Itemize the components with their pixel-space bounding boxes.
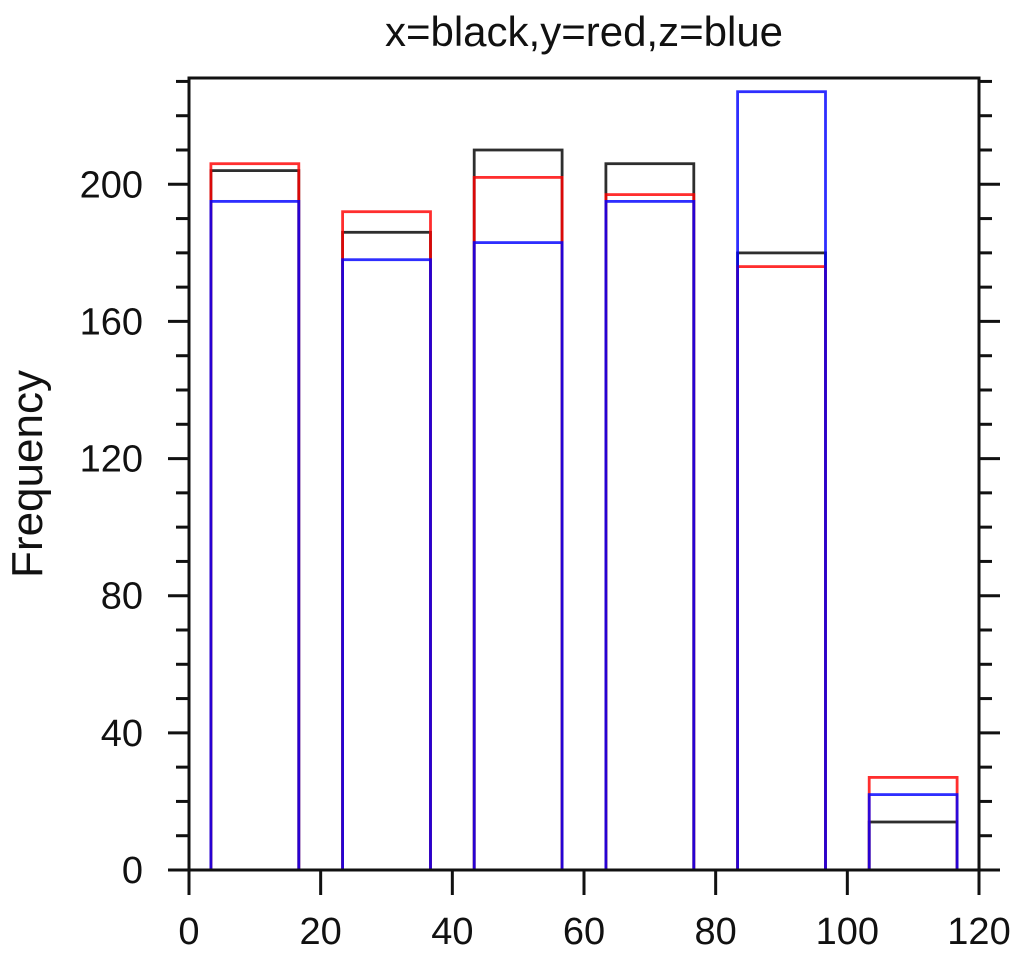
- bar-outline-x: [341, 230, 432, 872]
- plot-frame: [187, 76, 981, 872]
- bar-outline-y: [604, 193, 696, 872]
- y-tick-label: 120: [80, 439, 143, 481]
- bar-outline-z: [736, 90, 827, 872]
- y-axis-label: Frequency: [3, 370, 52, 578]
- bar-outline-z: [209, 199, 301, 872]
- y-tick-label: 200: [80, 164, 143, 206]
- bar-outline-y: [736, 265, 827, 872]
- bar-outline-x: [209, 169, 301, 872]
- chart-title: x=black,y=red,z=blue: [385, 8, 783, 55]
- bar-outline-z: [867, 793, 959, 872]
- x-tick-label: 0: [178, 911, 199, 953]
- bar-outline-x: [472, 148, 564, 872]
- bar-outline-z: [472, 241, 564, 872]
- bar-outline-x: [604, 162, 696, 872]
- bar-outline-y: [867, 776, 959, 872]
- bar-outline-y: [209, 162, 301, 872]
- x-tick-label: 120: [947, 911, 1010, 953]
- y-tick-label: 40: [101, 713, 143, 755]
- series-z: [209, 90, 959, 872]
- x-tick-label: 100: [816, 911, 879, 953]
- x-tick-label: 60: [563, 911, 605, 953]
- bar-outline-x: [736, 251, 827, 872]
- bar-outline-y: [472, 175, 564, 872]
- x-tick-label: 20: [300, 911, 342, 953]
- y-tick-label: 0: [122, 850, 143, 892]
- bar-outline-x: [867, 820, 959, 872]
- x-tick-label: 80: [695, 911, 737, 953]
- bars-layer: [209, 90, 959, 872]
- bar-outline-z: [604, 199, 696, 872]
- axes-layer: 0 40 80 120 160 200 0 20 40 60 80 100 120: [80, 76, 1011, 953]
- bar-outline-y: [341, 210, 432, 872]
- y-tick-label: 80: [101, 576, 143, 618]
- series-y: [209, 162, 959, 872]
- bar-outline-z: [341, 258, 432, 872]
- x-tick-label: 40: [431, 911, 473, 953]
- series-x: [209, 148, 959, 872]
- y-tick-label: 160: [80, 301, 143, 343]
